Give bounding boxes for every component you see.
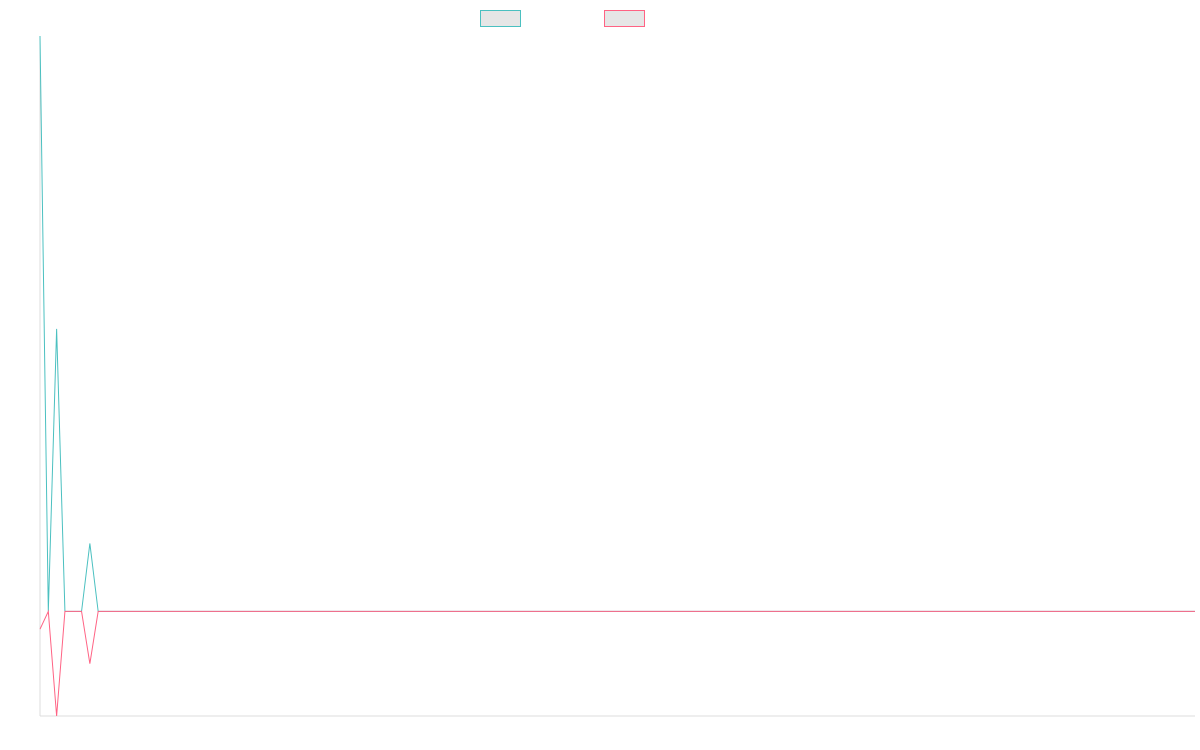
chart-legend bbox=[480, 10, 645, 27]
series-line-2 bbox=[39, 609, 1195, 717]
legend-item-2[interactable] bbox=[604, 10, 645, 27]
chart-axes bbox=[39, 36, 1195, 717]
series-line-1 bbox=[39, 35, 1195, 612]
plot-area bbox=[39, 35, 1195, 717]
legend-item-1[interactable] bbox=[480, 10, 521, 27]
legend-swatch-1 bbox=[480, 10, 521, 27]
legend-swatch-2 bbox=[604, 10, 645, 27]
